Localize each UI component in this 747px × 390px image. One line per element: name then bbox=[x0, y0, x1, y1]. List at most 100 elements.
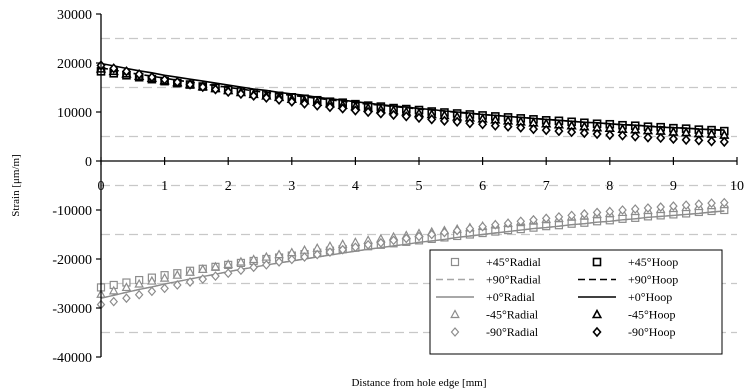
data-point bbox=[172, 76, 182, 88]
x-tick-label: 5 bbox=[416, 179, 423, 194]
x-tick-label: 2 bbox=[225, 179, 232, 194]
x-tick-label: 9 bbox=[670, 179, 677, 194]
data-point bbox=[325, 101, 335, 113]
data-point bbox=[681, 200, 691, 211]
data-point bbox=[567, 219, 576, 228]
data-point bbox=[503, 218, 513, 229]
series-line bbox=[100, 62, 725, 131]
data-point bbox=[541, 213, 551, 224]
data-point bbox=[210, 261, 221, 271]
legend-label: +90°Hoop bbox=[628, 273, 678, 287]
data-point bbox=[592, 207, 602, 218]
data-point bbox=[579, 127, 589, 139]
data-point bbox=[109, 63, 119, 74]
legend-label: -45°Hoop bbox=[628, 308, 675, 322]
data-point bbox=[185, 79, 195, 90]
data-point bbox=[427, 229, 437, 240]
data-point bbox=[706, 136, 717, 147]
data-point bbox=[617, 130, 628, 141]
data-point bbox=[681, 134, 691, 146]
data-point bbox=[618, 214, 627, 223]
data-point bbox=[351, 242, 360, 253]
legend-label: +45°Radial bbox=[486, 255, 542, 269]
data-point bbox=[134, 69, 144, 80]
legend-label: +0°Radial bbox=[486, 290, 536, 304]
data-point bbox=[172, 269, 183, 279]
data-point bbox=[630, 204, 640, 214]
data-point bbox=[414, 112, 424, 124]
data-point bbox=[516, 225, 525, 234]
data-point bbox=[580, 209, 589, 219]
data-point bbox=[210, 84, 221, 95]
data-point bbox=[452, 225, 462, 236]
data-point bbox=[450, 309, 460, 319]
data-point bbox=[528, 123, 539, 135]
data-point bbox=[363, 239, 373, 250]
data-point bbox=[249, 90, 259, 102]
series-layer bbox=[95, 60, 730, 310]
data-point bbox=[223, 86, 233, 98]
data-point bbox=[363, 106, 373, 118]
y-tick-label: 10000 bbox=[57, 106, 92, 121]
x-tick-label: 8 bbox=[606, 179, 613, 194]
data-point bbox=[694, 199, 704, 210]
data-point bbox=[338, 244, 347, 255]
data-point bbox=[338, 103, 348, 114]
x-tick-label: 0 bbox=[98, 179, 105, 194]
data-point bbox=[630, 131, 640, 142]
y-tick-label: -40000 bbox=[52, 351, 92, 366]
x-tick-label: 3 bbox=[288, 179, 295, 194]
data-point bbox=[198, 81, 208, 93]
y-tick-label: 30000 bbox=[57, 8, 92, 23]
y-tick-label: 20000 bbox=[57, 57, 92, 72]
data-point bbox=[554, 211, 564, 222]
series-line bbox=[100, 67, 725, 132]
data-point bbox=[656, 202, 665, 212]
data-point bbox=[567, 210, 576, 221]
data-point bbox=[287, 96, 297, 107]
data-point bbox=[541, 124, 551, 136]
data-point bbox=[516, 122, 526, 133]
data-point bbox=[707, 198, 716, 209]
data-point bbox=[452, 116, 462, 128]
data-point bbox=[121, 282, 132, 292]
data-point bbox=[134, 289, 144, 300]
data-point bbox=[592, 217, 602, 226]
x-tick-label: 4 bbox=[352, 179, 359, 194]
data-point bbox=[160, 283, 169, 294]
data-point bbox=[478, 221, 487, 232]
data-point bbox=[591, 308, 603, 319]
legend-label: +0°Hoop bbox=[628, 290, 672, 304]
data-point bbox=[134, 278, 144, 288]
data-point bbox=[249, 262, 258, 273]
data-point bbox=[605, 216, 614, 225]
data-point bbox=[312, 249, 322, 260]
data-point bbox=[401, 233, 411, 244]
data-point bbox=[211, 271, 220, 282]
data-point bbox=[643, 203, 653, 213]
data-point bbox=[236, 88, 246, 100]
data-point bbox=[450, 257, 460, 267]
data-point bbox=[300, 252, 309, 262]
data-point bbox=[719, 197, 729, 208]
data-point bbox=[401, 111, 411, 122]
data-point bbox=[450, 327, 460, 337]
data-point bbox=[185, 266, 195, 276]
data-point bbox=[108, 285, 119, 295]
data-point bbox=[350, 105, 360, 116]
legend-label: -45°Radial bbox=[486, 308, 539, 322]
data-point bbox=[567, 126, 577, 138]
data-point bbox=[694, 135, 704, 146]
data-point bbox=[618, 205, 627, 215]
data-point bbox=[669, 201, 678, 211]
legend-label: -90°Hoop bbox=[628, 325, 675, 339]
legend-label: +45°Hoop bbox=[628, 255, 678, 269]
y-tick-label: -30000 bbox=[52, 302, 92, 317]
data-point bbox=[440, 227, 449, 238]
y-tick-label: -20000 bbox=[52, 253, 92, 268]
x-tick-label: 7 bbox=[543, 179, 550, 194]
data-point bbox=[414, 231, 424, 242]
data-point bbox=[185, 277, 195, 287]
data-point bbox=[109, 296, 119, 307]
